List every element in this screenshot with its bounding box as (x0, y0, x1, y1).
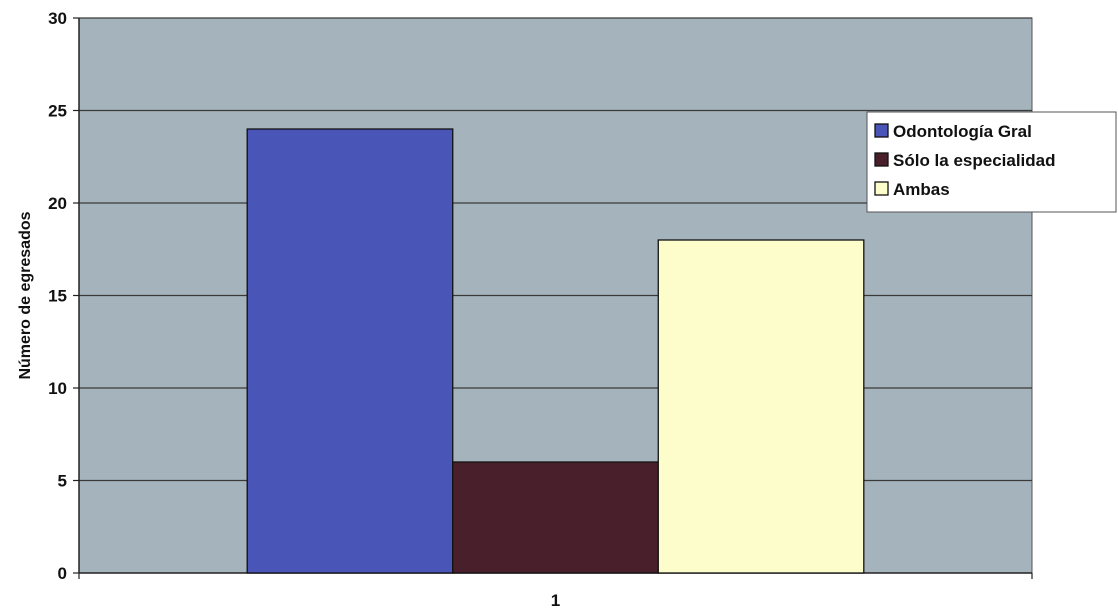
legend-label: Odontología Gral (893, 122, 1032, 141)
legend: Odontología Gral Sólo la especialidad Amba… (866, 111, 1117, 213)
gridlines (79, 17, 1032, 482)
bar-0 (246, 128, 454, 574)
y-tick-label: 5 (58, 472, 67, 491)
bars (246, 128, 865, 574)
x-axis: 1 (78, 572, 1033, 610)
legend-swatch (874, 152, 889, 167)
y-tick-label: 25 (48, 102, 67, 121)
x-tick-label: 1 (551, 591, 560, 610)
y-tick-label: 30 (48, 9, 67, 28)
legend-box (866, 111, 1117, 213)
legend-label: Sólo la especialidad (893, 151, 1056, 170)
y-tick-label: 20 (48, 194, 67, 213)
y-tick-label: 10 (48, 379, 67, 398)
legend-label: Ambas (893, 180, 950, 199)
y-tick-label: 0 (58, 564, 67, 583)
bar-2 (657, 239, 865, 574)
bar-1 (452, 461, 659, 574)
y-axis: 0 5 10 15 20 25 30 (48, 9, 80, 583)
legend-swatch (874, 123, 889, 138)
legend-swatch (874, 181, 889, 196)
y-axis-title: Número de egresados (17, 211, 34, 379)
y-tick-label: 15 (48, 287, 67, 306)
